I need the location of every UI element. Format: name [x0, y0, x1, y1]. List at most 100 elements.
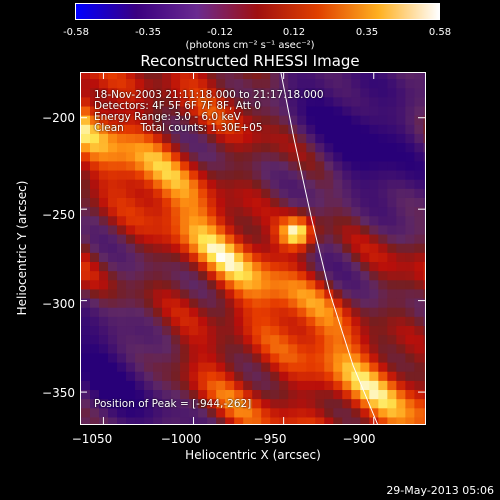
heatmap-cell [207, 124, 217, 134]
heatmap-cell [243, 316, 253, 327]
heatmap-cell [261, 261, 271, 272]
heatmap-cell [135, 151, 145, 162]
heatmap-cell [351, 389, 361, 400]
heatmap-cell [207, 105, 217, 116]
heatmap-cell [378, 115, 388, 125]
heatmap-cell [288, 78, 298, 89]
heatmap-cell [315, 160, 325, 171]
heatmap-cell [378, 371, 388, 381]
heatmap-cell [324, 243, 334, 253]
heatmap-cell [360, 233, 370, 244]
heatmap-cell [99, 206, 109, 217]
heatmap-cell [153, 206, 163, 217]
heatmap-cell [243, 197, 253, 208]
heatmap-cell [342, 380, 352, 391]
heatmap-cell [261, 371, 271, 381]
heatmap-cell [342, 389, 352, 400]
heatmap-cell [216, 197, 226, 208]
heatmap-cell [387, 215, 397, 226]
heatmap-cell [414, 334, 424, 345]
heatmap-cell [90, 188, 100, 198]
heatmap-cell [216, 279, 226, 290]
heatmap-cell [189, 124, 199, 134]
heatmap-cell [288, 160, 298, 171]
heatmap-cell [126, 297, 136, 308]
heatmap-cell [225, 307, 235, 317]
heatmap-cell [423, 142, 425, 153]
heatmap-cell [414, 380, 424, 391]
heatmap-cell [198, 124, 208, 134]
heatmap-cell [387, 307, 397, 317]
heatmap-cell [315, 343, 325, 354]
heatmap-cell [279, 142, 289, 153]
heatmap-cell [117, 87, 127, 98]
heatmap-cell [144, 197, 154, 208]
heatmap-cell [99, 160, 109, 171]
heatmap-cell [351, 224, 361, 235]
heatmap-cell [216, 160, 226, 171]
heatmap-cell [207, 343, 217, 354]
heatmap-cell [99, 243, 109, 253]
heatmap-cell [180, 380, 190, 391]
heatmap-cell [261, 343, 271, 354]
heatmap-cell [207, 179, 217, 189]
heatmap-cell [81, 389, 91, 400]
heatmap-cell [387, 380, 397, 391]
heatmap-cell [378, 352, 388, 363]
heatmap-cell [162, 325, 172, 336]
heatmap-cell [189, 261, 199, 272]
heatmap-cell [297, 197, 307, 208]
heatmap-cell [288, 389, 298, 400]
heatmap-cell [117, 352, 127, 363]
heatmap-cell [360, 361, 370, 372]
heatmap-cell [153, 78, 163, 89]
heatmap-cell [369, 115, 379, 125]
heatmap-cell [387, 343, 397, 354]
heatmap-cell [333, 169, 343, 180]
heatmap-cell [342, 133, 352, 144]
heatmap-cell [162, 297, 172, 308]
heatmap-cell [351, 334, 361, 345]
heatmap-cell [396, 297, 406, 308]
heatmap-cell [315, 307, 325, 317]
heatmap-cell [252, 151, 262, 162]
heatmap-cell [414, 288, 424, 299]
heatmap-cell [306, 188, 316, 198]
heatmap-cell [108, 334, 118, 345]
heatmap-cell [405, 361, 415, 372]
heatmap-cell [189, 96, 199, 107]
heatmap-cell [81, 124, 91, 134]
heatmap-cell [324, 224, 334, 235]
heatmap-cell [387, 142, 397, 153]
heatmap-cell [81, 325, 91, 336]
heatmap-cell [360, 270, 370, 281]
heatmap-cell [99, 142, 109, 153]
heatmap-cell [270, 96, 280, 107]
heatmap-cell [189, 233, 199, 244]
heatmap-cell [414, 197, 424, 208]
heatmap-cell [297, 160, 307, 171]
heatmap-cell [189, 325, 199, 336]
heatmap-cell [99, 398, 109, 409]
heatmap-cell [333, 325, 343, 336]
heatmap-cell [387, 416, 397, 424]
heatmap-cell [162, 224, 172, 235]
heatmap-cell [297, 87, 307, 98]
heatmap-cell [405, 279, 415, 290]
heatmap-cell [126, 270, 136, 281]
heatmap-cell [108, 215, 118, 226]
heatmap-cell [225, 215, 235, 226]
heatmap-cell [270, 297, 280, 308]
heatmap-cell [315, 224, 325, 235]
heatmap-cell [225, 334, 235, 345]
heatmap-cell [180, 151, 190, 162]
heatmap-cell [216, 206, 226, 217]
heatmap-cell [117, 142, 127, 153]
heatmap-cell [351, 142, 361, 153]
heatmap-cell [270, 124, 280, 134]
heatmap-cell [153, 179, 163, 189]
heatmap-cell [279, 270, 289, 281]
heatmap-cell [135, 133, 145, 144]
heatmap-cell [234, 188, 244, 198]
heatmap-cell [171, 87, 181, 98]
